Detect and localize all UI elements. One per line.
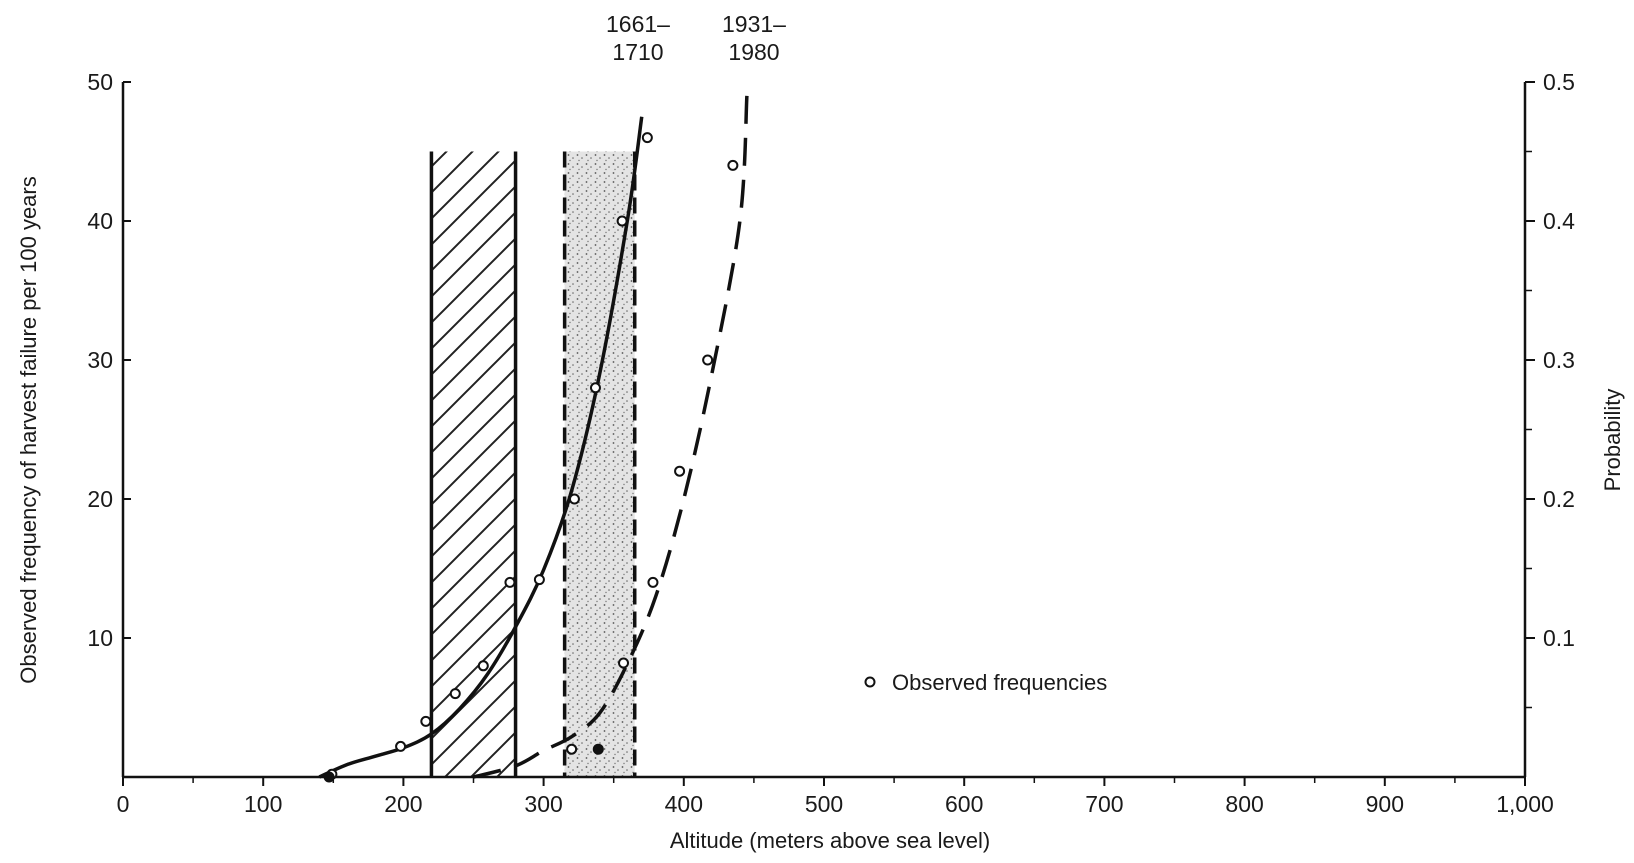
period-label-1661: 1661– 1710 [606, 11, 670, 65]
observed-point-3 [449, 688, 461, 700]
observed-point-14 [674, 465, 686, 477]
legend-label-observed: Observed frequencies [892, 670, 1107, 695]
x-tick-label-200: 200 [384, 791, 422, 817]
x-tick-label-700: 700 [1085, 791, 1123, 817]
observed-point-9 [589, 382, 601, 394]
observed-point-1 [395, 740, 407, 752]
x-tick-label-600: 600 [945, 791, 983, 817]
y-axis-title: Observed frequency of harvest failure pe… [16, 176, 41, 684]
x-axis-title: Altitude (meters above sea level) [670, 828, 990, 853]
y-tick-label-30: 30 [87, 347, 113, 373]
y-tick-label-20: 20 [87, 486, 113, 512]
period-label-1661-line2: 1710 [612, 39, 663, 65]
observed-point-7 [566, 743, 578, 755]
observed-point-16 [727, 159, 739, 171]
data-points [323, 132, 739, 783]
x-tick-label-500: 500 [805, 791, 843, 817]
observed-point-12 [641, 132, 653, 144]
observed-point-2 [420, 715, 432, 727]
filled-point-1 [592, 743, 604, 755]
y2-tick-label-1: 0.2 [1543, 486, 1575, 512]
observed-point-13 [647, 576, 659, 588]
y2-tick-label-2: 0.3 [1543, 347, 1575, 373]
curve-series-0 [318, 116, 644, 779]
period-label-1931-line1: 1931– [722, 11, 786, 37]
y2-tick-label-4: 0.5 [1543, 69, 1575, 95]
observed-point-8 [568, 493, 580, 505]
period-label-1661-line1: 1661– [606, 11, 670, 37]
observed-point-15 [702, 354, 714, 366]
y-tick-label-40: 40 [87, 208, 113, 234]
y2-axis-title: Probability [1600, 389, 1625, 492]
legend-open-circle-marker [864, 676, 876, 688]
observed-point-11 [616, 215, 628, 227]
curve-series-1 [473, 95, 749, 779]
period-label-1931: 1931– 1980 [722, 11, 786, 65]
y-tick-label-50: 50 [87, 69, 113, 95]
x-tick-label-0: 0 [117, 791, 130, 817]
y-tick-label-10: 10 [87, 625, 113, 651]
x-tick-label-300: 300 [524, 791, 562, 817]
x-tick-label-1000: 1,000 [1496, 791, 1554, 817]
x-tick-label-400: 400 [665, 791, 703, 817]
observed-point-6 [533, 574, 545, 586]
x-tick-label-900: 900 [1366, 791, 1404, 817]
observed-point-10 [618, 657, 630, 669]
observed-point-4 [477, 660, 489, 672]
period-bands [429, 151, 637, 777]
axes: 0 100 200 300 400 500 600 700 800 900 1,000 10 20 30 4… [87, 69, 1575, 817]
y2-tick-label-0: 0.1 [1543, 625, 1575, 651]
period-label-1931-line2: 1980 [728, 39, 779, 65]
band-0 [431, 151, 516, 777]
x-tick-label-100: 100 [244, 791, 282, 817]
fitted-curves [318, 95, 749, 779]
legend: Observed frequencies [864, 670, 1107, 695]
filled-point-0 [323, 771, 335, 783]
x-tick-label-800: 800 [1225, 791, 1263, 817]
y2-tick-label-3: 0.4 [1543, 208, 1575, 234]
observed-point-5 [504, 576, 516, 588]
